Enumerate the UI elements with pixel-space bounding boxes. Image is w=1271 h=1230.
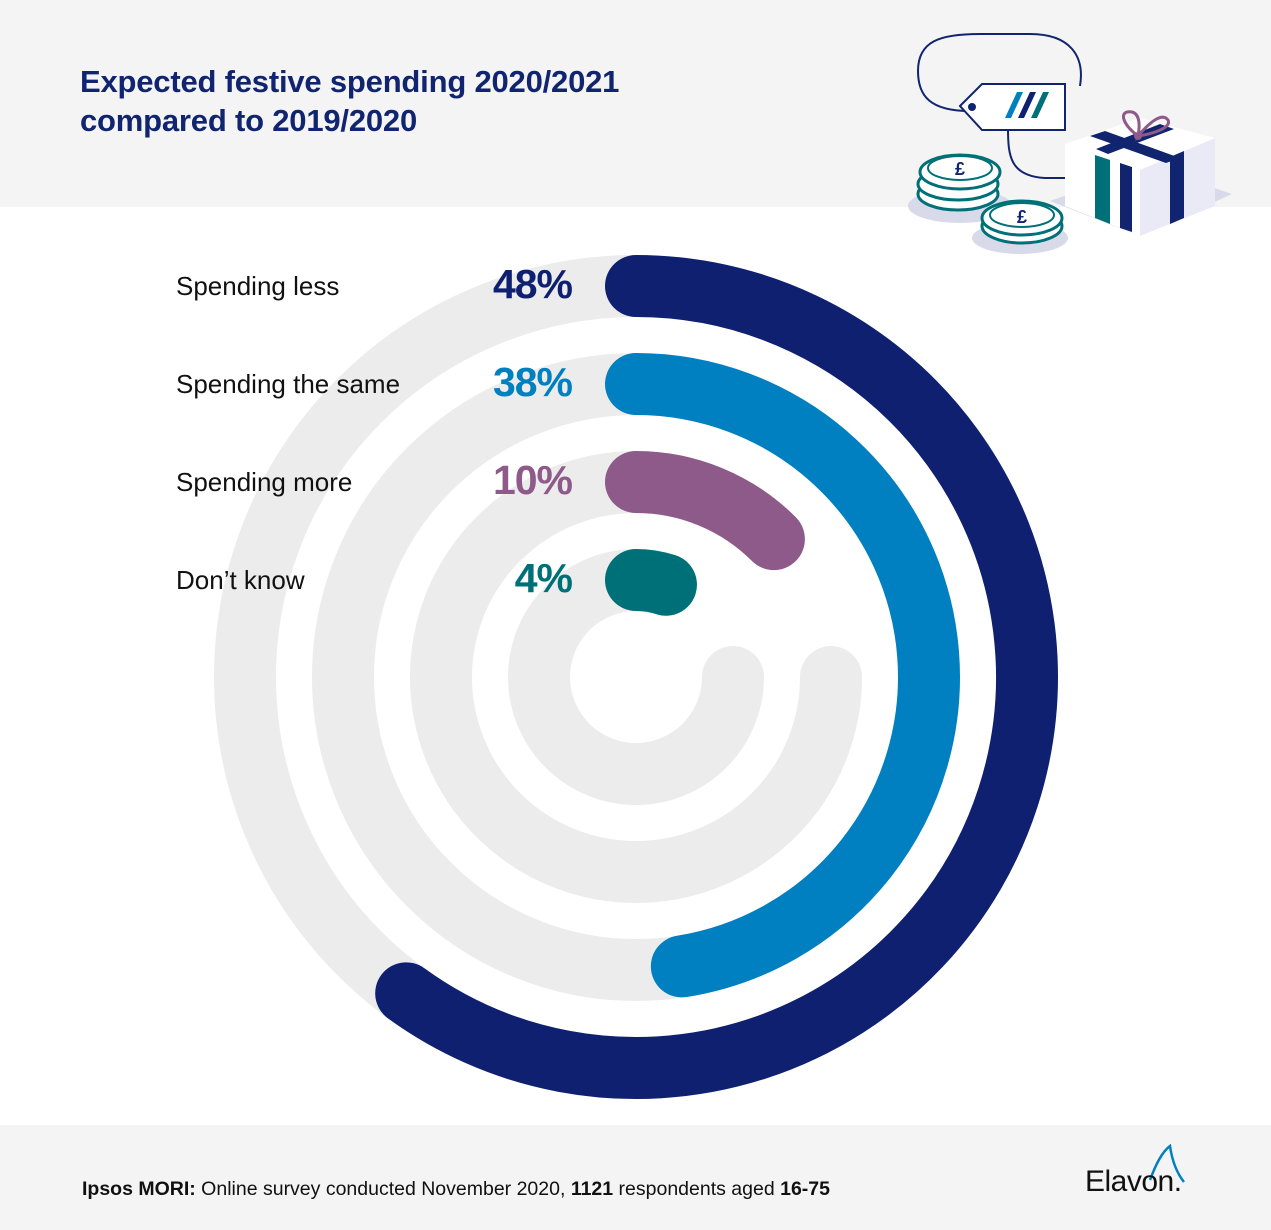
coin-icon: £ <box>980 199 1064 245</box>
coin-stack-icon: £ <box>916 153 1002 212</box>
gift-box-icon <box>1065 110 1215 236</box>
category-label: Spending the same <box>176 369 401 399</box>
footer-band <box>0 1125 1271 1230</box>
category-label: Spending more <box>176 467 353 497</box>
value-arc <box>605 451 805 571</box>
tag-string-icon <box>916 33 1082 112</box>
value-label: 4% <box>514 555 573 601</box>
arc-track <box>410 451 862 903</box>
elavon-logo-icon <box>1148 1143 1185 1183</box>
age-range: 16-75 <box>780 1178 830 1200</box>
radial-bar-chart <box>214 255 1058 1099</box>
value-label: 48% <box>492 261 573 307</box>
price-tag-icon <box>958 83 1066 131</box>
source-text-2: respondents aged <box>613 1178 781 1200</box>
chart-title: Expected festive spending 2020/2021 comp… <box>80 62 619 140</box>
title-line-2: compared to 2019/2020 <box>80 103 417 138</box>
value-arc <box>605 353 960 998</box>
respondent-count: 1121 <box>570 1178 614 1200</box>
svg-text:£: £ <box>955 159 965 179</box>
value-label: 10% <box>492 457 573 503</box>
svg-text:£: £ <box>1017 207 1027 227</box>
value-label: 38% <box>492 359 573 405</box>
source-text-1: Online survey conducted November 2020, <box>195 1178 571 1200</box>
arc-track <box>508 549 764 805</box>
source-name: Ipsos MORI: <box>82 1178 196 1200</box>
title-line-1: Expected festive spending 2020/2021 <box>80 64 620 99</box>
category-label: Spending less <box>176 271 340 301</box>
value-arc <box>605 549 697 616</box>
elavon-logo-text: Elavon. <box>1085 1165 1182 1198</box>
category-label: Don’t know <box>176 565 305 595</box>
source-note: Ipsos MORI: Online survey conducted Nove… <box>82 1178 830 1201</box>
festive-illustration: £ £ <box>908 33 1232 254</box>
value-arc <box>375 255 1058 1099</box>
